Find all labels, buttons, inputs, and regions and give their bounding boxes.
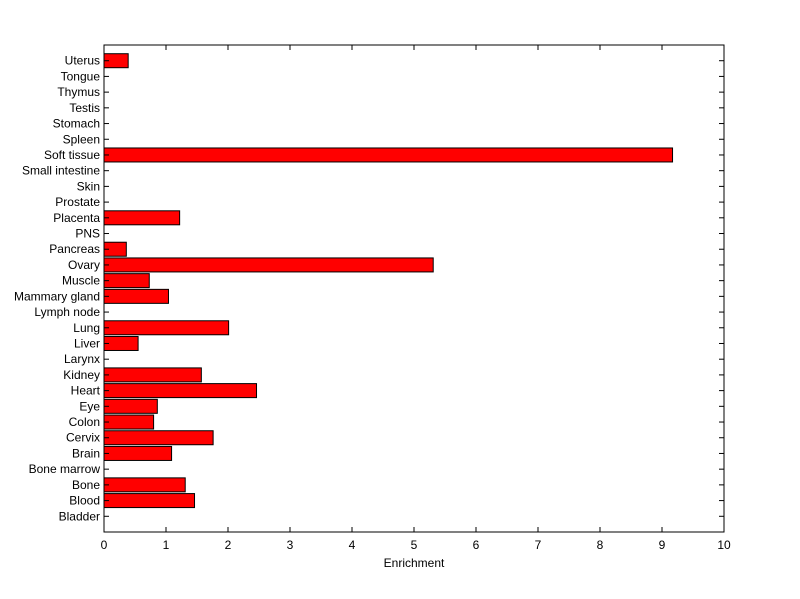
y-tick-label: Larynx [64, 352, 100, 366]
bar-cervix [103, 430, 214, 446]
y-tick-label: Mammary gland [14, 289, 100, 303]
y-tick-label: Stomach [53, 117, 100, 131]
x-tick-label: 1 [163, 538, 170, 552]
bar-soft-tissue [103, 147, 674, 163]
bar-muscle [103, 273, 150, 289]
y-tick-label: Kidney [63, 368, 100, 382]
x-tick-label: 2 [225, 538, 232, 552]
x-axis-title: Enrichment [384, 556, 445, 570]
y-tick-label: Bladder [59, 509, 100, 523]
y-tick-label: Spleen [63, 132, 100, 146]
y-tick-label: Cervix [66, 431, 100, 445]
bar-liver [103, 335, 139, 351]
x-tick-label: 9 [659, 538, 666, 552]
y-tick-label: Brain [72, 446, 100, 460]
x-tick-label: 5 [411, 538, 418, 552]
bar-placenta [103, 210, 181, 226]
y-tick-label: Lung [73, 321, 100, 335]
y-tick-label: Liver [74, 336, 100, 350]
bar-kidney [103, 367, 202, 383]
y-tick-label: Small intestine [22, 164, 100, 178]
y-tick-label: Prostate [55, 195, 100, 209]
bar-ovary [103, 257, 434, 273]
y-tick-label: Blood [69, 494, 100, 508]
y-tick-label: Heart [71, 384, 101, 398]
plot-area [103, 44, 725, 533]
x-tick-label: 7 [535, 538, 542, 552]
bar-mammary-gland [103, 288, 169, 304]
bar-heart [103, 383, 258, 399]
x-tick-label: 4 [349, 538, 356, 552]
x-tick-label: 8 [597, 538, 604, 552]
bar-bone [103, 477, 186, 493]
y-tick-label: Bone [72, 478, 100, 492]
y-tick-label: Soft tissue [44, 148, 100, 162]
bar-brain [103, 445, 173, 461]
y-tick-label: Lymph node [34, 305, 100, 319]
y-tick-label: Colon [69, 415, 100, 429]
y-tick-label: Pancreas [49, 242, 100, 256]
bar-eye [103, 398, 158, 414]
y-tick-label: Muscle [62, 274, 100, 288]
y-tick-label: Thymus [57, 85, 100, 99]
x-tick-label: 3 [287, 538, 294, 552]
x-tick-label: 0 [101, 538, 108, 552]
bar-colon [103, 414, 155, 430]
y-tick-label: Ovary [68, 258, 100, 272]
y-tick-label: Skin [77, 179, 100, 193]
bar-blood [103, 493, 196, 509]
y-tick-label: Eye [79, 399, 100, 413]
y-tick-label: PNS [75, 227, 100, 241]
y-tick-label: Testis [69, 101, 100, 115]
y-tick-label: Uterus [65, 54, 100, 68]
x-tick-label: 6 [473, 538, 480, 552]
y-tick-label: Bone marrow [29, 462, 101, 476]
x-tick-label: 10 [717, 538, 731, 552]
y-tick-label: Tongue [61, 69, 101, 83]
bar-lung [103, 320, 230, 336]
y-tick-label: Placenta [53, 211, 100, 225]
